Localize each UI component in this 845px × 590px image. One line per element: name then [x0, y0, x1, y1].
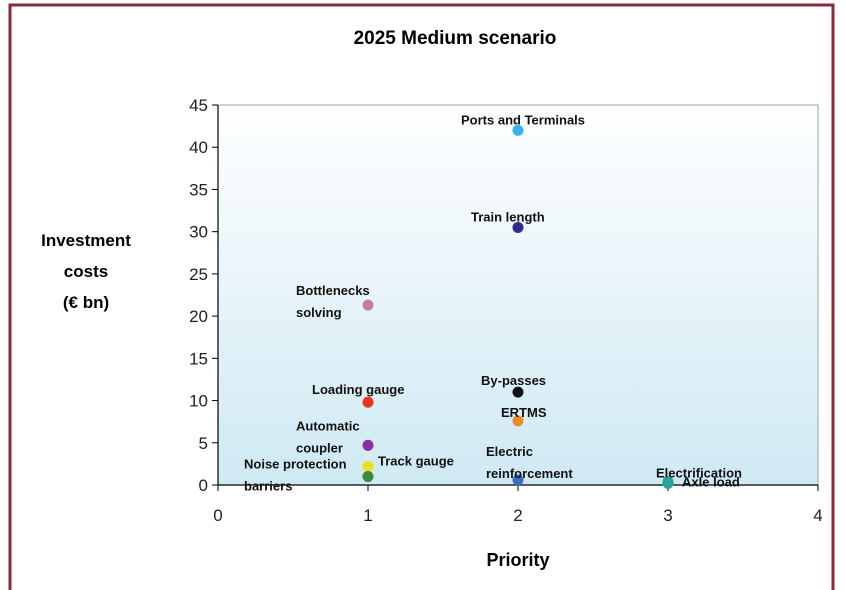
data-label: Axle load: [682, 474, 740, 489]
y-tick-label: 45: [189, 96, 208, 115]
data-label-line: Electrification: [656, 466, 742, 481]
y-axis-label-line: (€ bn): [63, 293, 109, 312]
data-point: [362, 471, 374, 483]
data-label-line: barriers: [244, 479, 292, 494]
data-label-line: Electric: [486, 444, 533, 459]
data-label: Train length: [471, 209, 545, 224]
data-label: Noise protection barriers: [244, 457, 347, 494]
data-label-line: Track gauge: [378, 453, 454, 468]
chart-title: 2025 Medium scenario: [354, 28, 557, 49]
y-tick-label: 40: [189, 138, 208, 157]
y-tick-label: 10: [189, 392, 208, 411]
y-axis-label: Investment costs (€ bn): [41, 231, 131, 312]
data-label: Electric reinforcement: [486, 444, 573, 481]
data-label: Bottlenecks solving: [296, 283, 370, 320]
data-label-line: Noise protection: [244, 457, 347, 472]
y-tick-label: 5: [199, 434, 208, 453]
data-point: [512, 124, 524, 136]
figure-border: [8, 3, 835, 590]
y-axis-label-line: Investment: [41, 231, 131, 250]
data-label-line: Loading gauge: [312, 382, 404, 397]
y-tick-label: 0: [199, 476, 208, 495]
data-point: [512, 415, 524, 427]
data-point: [362, 396, 374, 408]
x-tick-label: 3: [663, 506, 672, 525]
data-label: Electrification: [656, 466, 742, 481]
x-tick-label: 0: [213, 506, 222, 525]
y-axis-label-line: costs: [64, 262, 108, 281]
y-tick-label: 25: [189, 265, 208, 284]
data-point: [362, 299, 374, 311]
data-label: Loading gauge: [312, 382, 404, 397]
data-label-line: Train length: [471, 209, 545, 224]
data-label-line: Axle load: [682, 474, 740, 489]
data-point: [362, 439, 374, 451]
data-point: [512, 221, 524, 233]
data-label: By-passes: [481, 373, 546, 388]
data-label-line: ERTMS: [501, 405, 547, 420]
data-label-line: coupler: [296, 440, 343, 455]
x-axis-label: Priority: [486, 550, 549, 570]
y-tick-label: 30: [189, 223, 208, 242]
data-point: [512, 474, 524, 486]
data-label-line: Ports and Terminals: [461, 112, 585, 127]
y-tick-label: 35: [189, 180, 208, 199]
data-point: [362, 460, 374, 472]
data-point: [512, 386, 524, 398]
data-label-line: solving: [296, 305, 342, 320]
data-label-line: Automatic: [296, 418, 360, 433]
data-point: [662, 477, 674, 489]
data-label: Ports and Terminals: [461, 112, 585, 127]
data-label-line: By-passes: [481, 373, 546, 388]
data-label-line: Bottlenecks: [296, 283, 370, 298]
data-label: Track gauge: [378, 453, 454, 468]
y-tick-label: 20: [189, 307, 208, 326]
y-tick-label: 15: [189, 349, 208, 368]
x-tick-label: 4: [813, 506, 822, 525]
x-tick-label: 2: [513, 506, 522, 525]
x-tick-label: 1: [363, 506, 372, 525]
data-label: ERTMS: [501, 405, 547, 420]
data-label: Automatic coupler: [296, 418, 360, 455]
data-label-line: reinforcement: [486, 466, 573, 481]
